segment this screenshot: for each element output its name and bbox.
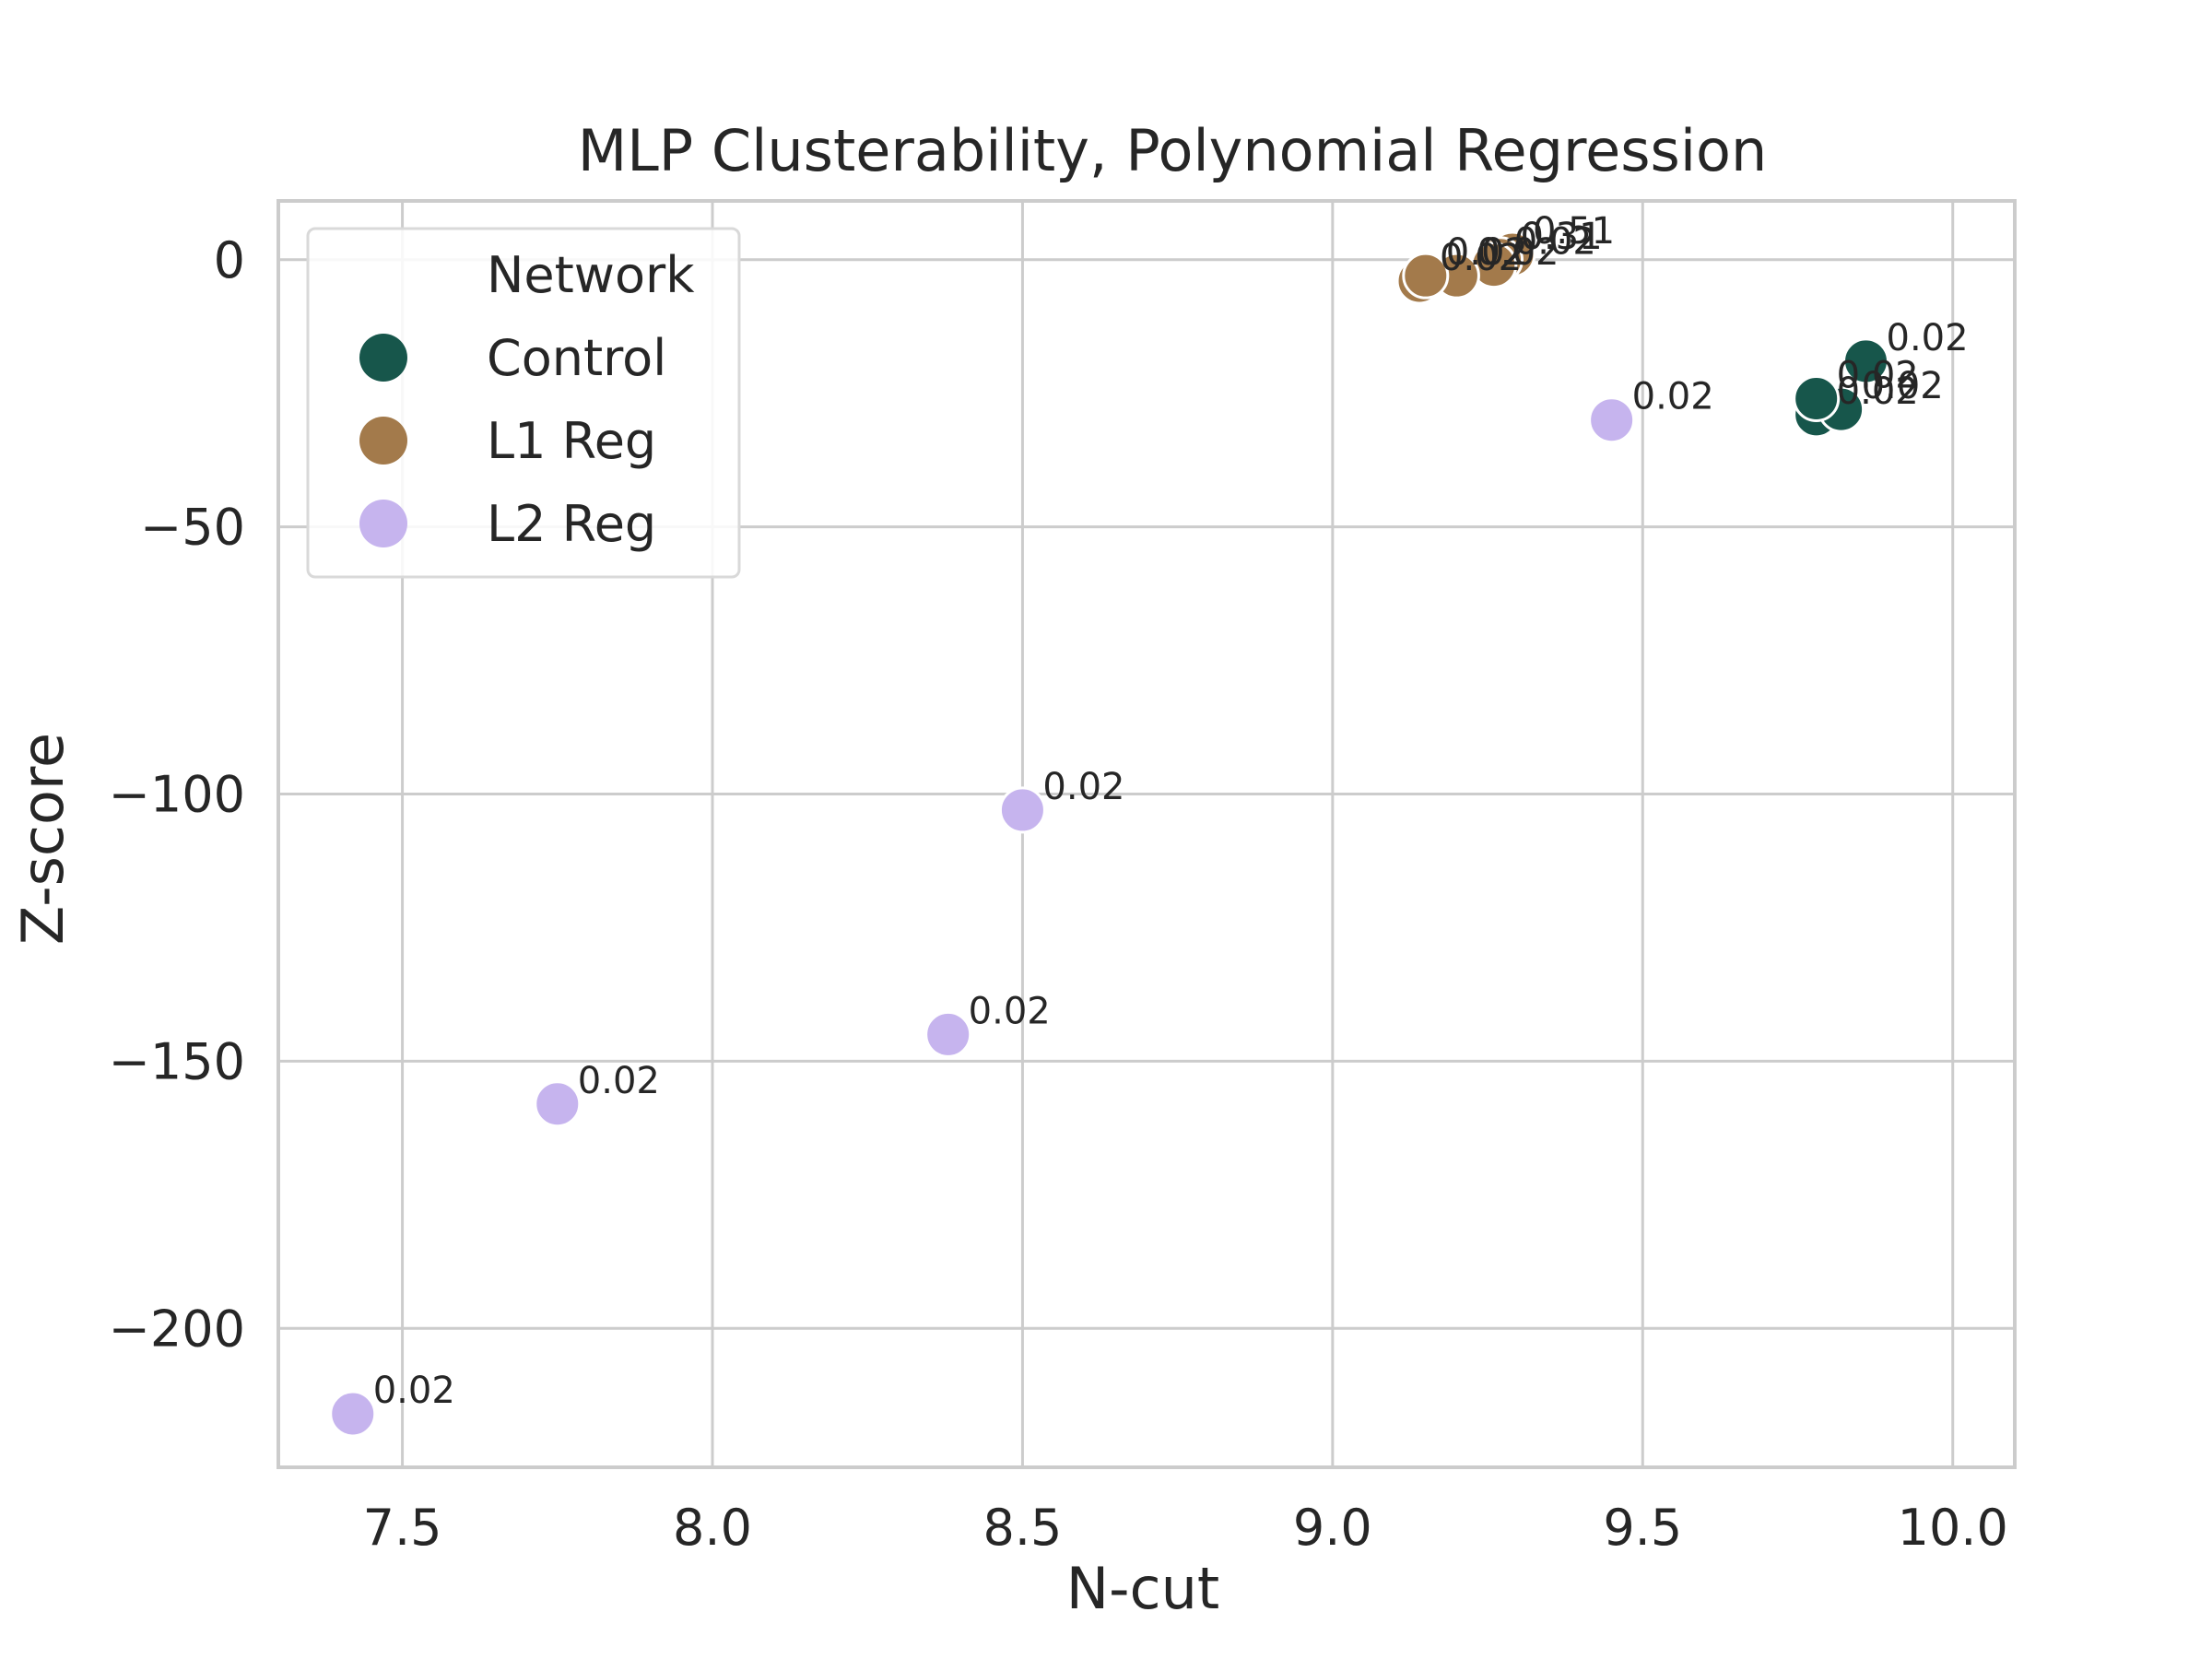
data-point-label: 0.02: [1837, 355, 1919, 397]
x-tick-label: 9.0: [1293, 1499, 1372, 1557]
data-point-label: 0.02: [1632, 376, 1714, 418]
data-point: [1588, 396, 1636, 444]
data-point-label: 0.02: [1887, 317, 1969, 359]
y-tick-label: −200: [109, 1300, 245, 1358]
legend-entry-label: Control: [487, 329, 666, 387]
y-tick-label: 0: [214, 231, 245, 289]
x-axis-ticks: 7.5 8.0 8.5 9.0 9.5 10.0: [363, 1499, 2008, 1557]
data-point-label: 0.02: [969, 990, 1051, 1032]
data-point: [998, 786, 1046, 834]
data-point-label: 0.02: [1477, 231, 1559, 274]
x-tick-label: 7.5: [363, 1499, 442, 1557]
y-axis-label: Z-score: [9, 733, 76, 945]
data-point-label: 0.02: [1042, 766, 1124, 808]
x-tick-label: 9.5: [1603, 1499, 1682, 1557]
legend-title: Network: [487, 246, 695, 304]
legend-box: [306, 227, 741, 579]
data-point: [1842, 337, 1890, 385]
x-tick-label: 8.5: [982, 1499, 1062, 1557]
x-tick-label: 10.0: [1898, 1499, 2008, 1557]
x-tick-label: 8.0: [673, 1499, 752, 1557]
data-point: [1793, 375, 1841, 423]
legend-entries: Control L1 Reg L2 Reg: [359, 329, 666, 553]
legend-entry-label: L1 Reg: [487, 412, 656, 470]
data-points: [329, 230, 1890, 1438]
y-tick-label: −100: [109, 766, 245, 824]
data-point-label: 0.02: [1837, 371, 1919, 413]
data-point: [1402, 252, 1450, 300]
data-point-label: 0.02: [1440, 237, 1522, 279]
legend: Network Control L1 Reg L2 Reg: [306, 227, 741, 579]
y-axis-ticks: 0 −50 −100 −150 −200: [109, 231, 245, 1358]
data-point-label: 0.02: [1446, 231, 1528, 274]
legend-marker: [359, 500, 407, 547]
data-point-label: 0.02: [1862, 365, 1944, 407]
x-axis-label: N-cut: [1066, 1555, 1219, 1622]
legend-marker: [359, 334, 407, 382]
legend-entry-label: L2 Reg: [487, 495, 656, 553]
data-point: [924, 1010, 972, 1058]
chart-title: MLP Clusterability, Polynomial Regressio…: [578, 117, 1768, 184]
data-point-label: 0.02: [1514, 221, 1596, 264]
data-point-label: 0.31: [1521, 216, 1603, 258]
y-tick-label: −150: [109, 1032, 245, 1090]
plot-frame: [276, 199, 2017, 1469]
data-point: [534, 1080, 582, 1128]
data-point-label: 0.02: [373, 1370, 455, 1412]
y-tick-label: −50: [140, 499, 245, 557]
data-point-label: 0.02: [578, 1060, 660, 1102]
data-point-labels: 0.020.020.020.020.510.310.020.020.020.02…: [373, 210, 1969, 1412]
legend-marker: [359, 417, 407, 465]
data-point: [329, 1390, 377, 1438]
data-point-label: 0.51: [1533, 210, 1615, 253]
